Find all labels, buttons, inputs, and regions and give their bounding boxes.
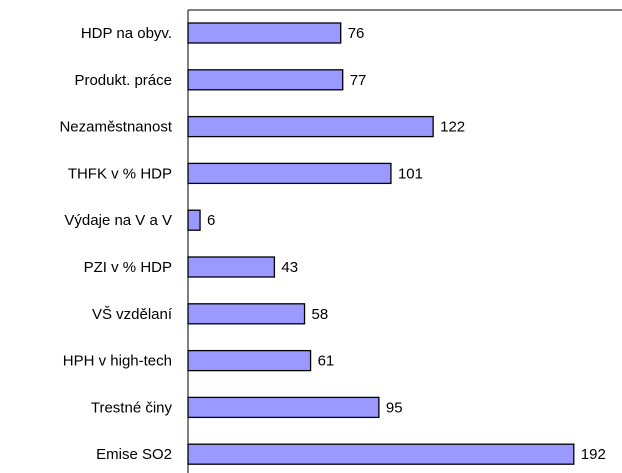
value-label: 192 <box>581 446 606 463</box>
category-label: HPH v high-tech <box>63 353 172 370</box>
value-label: 122 <box>440 119 465 136</box>
bar <box>187 162 392 185</box>
category-label: THFK v % HDP <box>68 165 172 182</box>
category-label: Nezaměstnanost <box>59 119 172 136</box>
value-label: 77 <box>350 72 367 89</box>
category-label: Trestné činy <box>91 399 173 416</box>
category-label: Emise SO2 <box>96 446 172 463</box>
bar <box>187 349 312 372</box>
value-label: 95 <box>386 399 403 416</box>
category-label: VŠ vzdělaní <box>92 306 173 323</box>
value-label: 6 <box>207 212 215 229</box>
bar <box>187 69 344 91</box>
bar <box>187 303 306 325</box>
bar <box>187 22 342 44</box>
value-label: 43 <box>281 259 298 276</box>
category-label: Výdaje na V a V <box>64 212 172 229</box>
bar <box>187 443 575 465</box>
value-label: 101 <box>398 165 423 182</box>
bar <box>187 209 201 231</box>
category-label: HDP na obyv. <box>81 25 172 42</box>
bar <box>187 396 380 419</box>
value-label: 61 <box>318 353 335 370</box>
category-label: Produkt. práce <box>74 72 172 89</box>
bar <box>187 256 276 278</box>
bar <box>187 115 434 138</box>
value-label: 76 <box>348 25 365 42</box>
category-label: PZI v % HDP <box>84 259 172 276</box>
value-label: 58 <box>312 306 329 323</box>
